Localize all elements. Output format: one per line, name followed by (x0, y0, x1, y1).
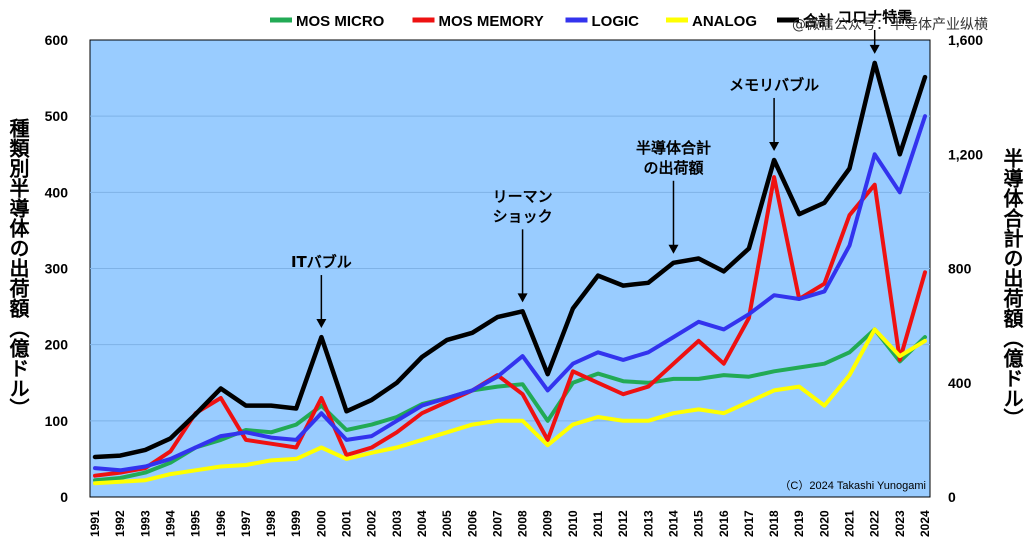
x-tick-label: 2008 (516, 510, 530, 537)
annotation-label: ショック (493, 207, 553, 225)
watermark: @微信公众号：半导体产业纵横 (792, 17, 988, 33)
left-tick-label: 0 (60, 489, 68, 505)
x-tick-label: 2001 (340, 510, 354, 537)
left-axis-ticks: 0 100 200 300 400 500 600 (45, 32, 69, 505)
x-tick-label: 2016 (717, 510, 731, 537)
x-tick-label: 1999 (289, 510, 303, 537)
credit-text: （C）2024 Takashi Yunogami (779, 479, 926, 492)
legend-label: MOS MICRO (296, 13, 385, 30)
x-tick-label: 2013 (641, 510, 655, 537)
legend-label: 合計 (802, 12, 833, 30)
legend: MOS MICRO MOS MEMORY LOGIC ANALOG 合計 (270, 12, 833, 30)
left-tick-label: 300 (45, 261, 69, 277)
x-tick-label: 2009 (541, 510, 555, 537)
annotation-label: コロナ特需 (837, 8, 912, 26)
x-tick-label: 1993 (138, 510, 152, 537)
series-line-mos-memory (93, 175, 927, 478)
x-tick-label: 1995 (189, 510, 203, 537)
x-tick-label: 2019 (792, 510, 806, 537)
x-tick-label: 2006 (465, 510, 479, 537)
right-tick-label: 1,600 (948, 32, 983, 48)
annotation-arrowhead (517, 293, 528, 303)
x-tick-label: 2002 (365, 510, 379, 537)
x-tick-label: 2022 (868, 510, 882, 537)
left-tick-label: 600 (45, 32, 69, 48)
annotation-label: 半導体合計 (636, 139, 711, 157)
x-tick-label: 2005 (440, 510, 454, 537)
x-tick-label: 1997 (239, 510, 253, 537)
left-tick-label: 100 (45, 413, 69, 429)
x-tick-label: 2018 (767, 510, 781, 537)
right-tick-label: 0 (948, 489, 956, 505)
x-tick-label: 1992 (113, 510, 127, 537)
annotation-arrowhead (769, 141, 780, 151)
x-tick-label: 2023 (893, 510, 907, 537)
series-line-analog (93, 327, 927, 486)
x-tick-label: 2003 (390, 510, 404, 537)
x-tick-label: 2000 (314, 510, 328, 537)
annotation-arrowhead (316, 319, 327, 329)
x-tick-label: 2017 (742, 510, 756, 537)
legend-label: ANALOG (692, 13, 757, 30)
series-layer (92, 60, 928, 486)
x-tick-label: 2004 (415, 510, 429, 537)
x-tick-label: 1996 (214, 510, 228, 537)
annotation-label: メモリバブル (729, 76, 819, 94)
right-tick-label: 400 (948, 375, 972, 391)
legend-label: LOGIC (592, 13, 640, 30)
annotation-arrowhead (668, 244, 679, 254)
right-tick-label: 1,200 (948, 146, 983, 162)
x-tick-label: 2011 (591, 511, 605, 537)
gridlines (90, 115, 930, 422)
x-tick-label: 2020 (817, 510, 831, 537)
annotation-label: ITバブル (291, 253, 352, 271)
annotation-arrowhead (869, 44, 880, 54)
right-axis-ticks: 0 400 800 1,200 1,600 (948, 32, 983, 505)
annotation-label: リーマン (493, 187, 553, 205)
x-tick-label: 2015 (692, 510, 706, 537)
left-tick-label: 400 (45, 184, 69, 200)
series-line-logic (93, 114, 927, 473)
series-line-total (92, 60, 928, 460)
left-axis-label: 種類別半導体の出荷額（億ドル） (6, 118, 30, 418)
right-tick-label: 800 (948, 261, 972, 277)
annotation-label: の出荷額 (643, 159, 703, 177)
x-tick-label: 2021 (843, 510, 857, 537)
x-tick-label: 2012 (616, 510, 630, 537)
x-axis-ticks: 1991 1992 1993 1994 1995 1996 1997 1998 1999 2000… (88, 510, 932, 537)
x-tick-label: 2010 (566, 510, 580, 537)
legend-label: MOS MEMORY (439, 13, 544, 30)
x-tick-label: 2014 (666, 510, 680, 537)
left-tick-label: 500 (45, 108, 69, 124)
x-tick-label: 2007 (490, 510, 504, 537)
x-tick-label: 2024 (918, 510, 932, 537)
x-tick-label: 1991 (88, 510, 102, 537)
x-tick-label: 1994 (163, 510, 177, 537)
x-tick-label: 1998 (264, 510, 278, 537)
right-axis-label: 半導体合計の出荷額（億ドル） (1000, 148, 1024, 428)
left-tick-label: 200 (45, 337, 69, 353)
